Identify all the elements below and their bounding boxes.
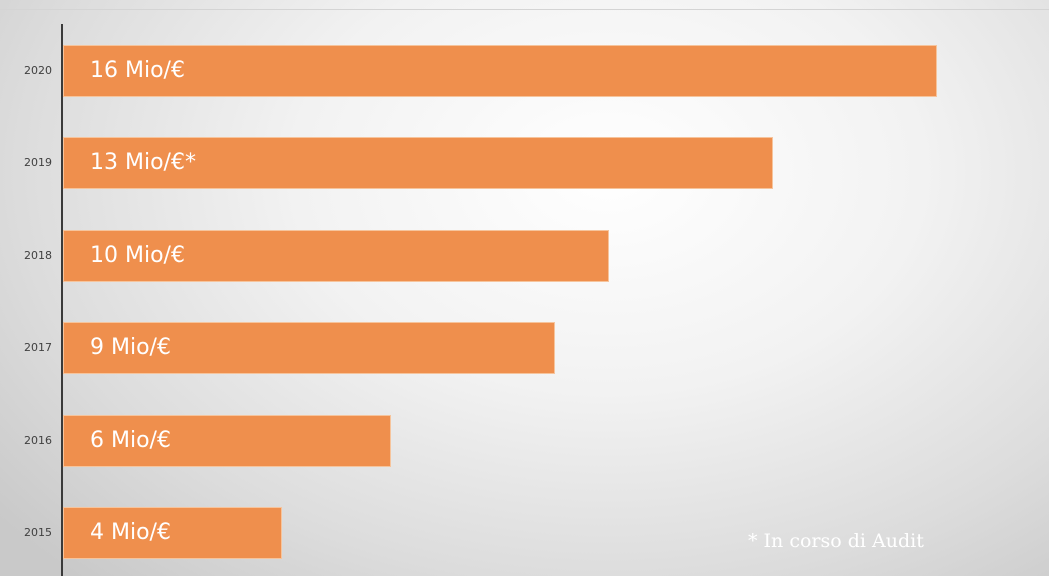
bar-data-label: 9 Mio/€ [90,335,171,361]
y-axis-line [61,24,63,576]
bar-2020: 16 Mio/€ [63,45,937,97]
bar-2019: 13 Mio/€* [63,137,774,190]
bar-2016: 6 Mio/€ [63,414,391,467]
bar-data-label: 6 Mio/€ [90,427,171,453]
y-tick-label: 2018 [24,248,52,262]
y-tick-label: 2017 [24,341,52,355]
y-tick-label: 2020 [24,64,52,77]
bar-2015: 4 Mio/€ [63,507,282,559]
bar-data-label: 13 Mio/€* [90,150,196,176]
bar-2018: 10 Mio/€ [63,229,610,282]
audit-footnote: * In corso di Audit [748,530,924,552]
y-tick-label: 2016 [24,433,52,447]
bar-data-label: 4 Mio/€ [90,520,171,545]
top-border-line [0,9,1049,10]
y-tick-label: 2019 [24,156,52,170]
bar-data-label: 10 Mio/€ [90,242,185,268]
bar-2017: 9 Mio/€ [63,322,555,375]
bar-data-label: 16 Mio/€ [90,58,185,83]
y-tick-label: 2015 [24,526,52,539]
